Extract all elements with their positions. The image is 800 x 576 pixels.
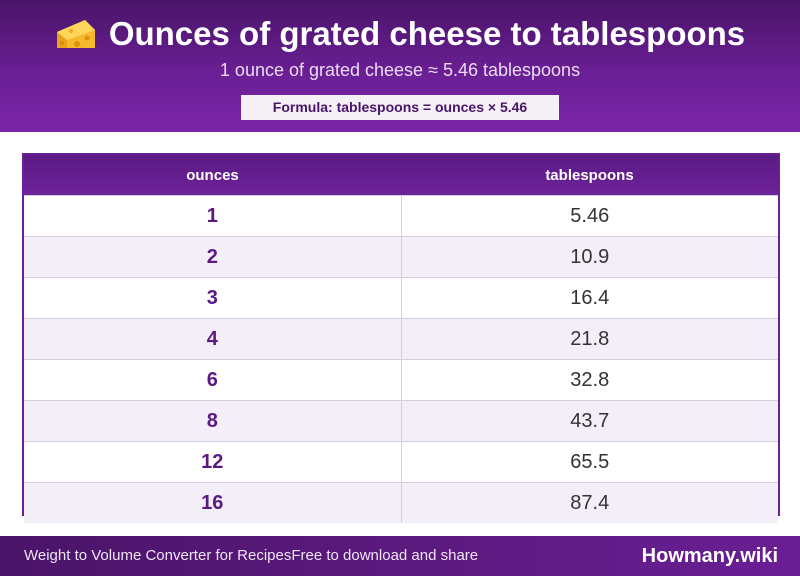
tablespoons-cell: 65.5: [401, 441, 778, 483]
subtitle: 1 ounce of grated cheese ≈ 5.46 tablespo…: [219, 60, 581, 80]
footer-caption: Weight to Volume Converter for RecipesFr…: [24, 547, 479, 564]
ounces-cell: 2: [24, 236, 402, 278]
brand-link[interactable]: Howmany.wiki: [641, 545, 778, 567]
formula-box: Formula: tablespoons = ounces × 5.46: [241, 95, 559, 120]
ounces-cell: 6: [24, 359, 402, 401]
ounces-cell: 16: [24, 482, 402, 523]
table-row: 12 65.5: [24, 441, 778, 483]
title-row: Ounces of grated cheese to tablespoons: [0, 14, 800, 54]
ounces-cell: 1: [24, 195, 402, 237]
column-header-tablespoons: tablespoons: [401, 155, 778, 196]
column-header-ounces: ounces: [24, 155, 401, 196]
tablespoons-cell: 5.46: [401, 195, 778, 237]
ounces-cell: 8: [24, 400, 402, 442]
table-row: 3 16.4: [24, 277, 778, 319]
tablespoons-cell: 10.9: [401, 236, 778, 278]
page-title: Ounces of grated cheese to tablespoons: [108, 15, 746, 52]
cheese-icon: [56, 20, 95, 48]
tablespoons-cell: 32.8: [401, 359, 778, 401]
tablespoons-cell: 16.4: [401, 277, 778, 319]
tablespoons-cell: 87.4: [401, 482, 778, 523]
ounces-cell: 12: [24, 441, 402, 483]
table-row: 16 87.4: [24, 482, 778, 523]
table-row: 2 10.9: [24, 236, 778, 278]
header-banner: Ounces of grated cheese to tablespoons 1…: [0, 0, 800, 132]
footer-bar: Weight to Volume Converter for RecipesFr…: [0, 536, 800, 576]
ounces-cell: 4: [24, 318, 402, 360]
tablespoons-cell: 43.7: [401, 400, 778, 442]
table-row: 4 21.8: [24, 318, 778, 360]
table-row: 1 5.46: [24, 195, 778, 237]
table-row: 8 43.7: [24, 400, 778, 442]
table-row: 6 32.8: [24, 359, 778, 401]
conversion-table: ounces tablespoons 1 5.46 2 10.9 3 16.4 …: [22, 153, 780, 523]
tablespoons-cell: 21.8: [401, 318, 778, 360]
ounces-cell: 3: [24, 277, 402, 319]
